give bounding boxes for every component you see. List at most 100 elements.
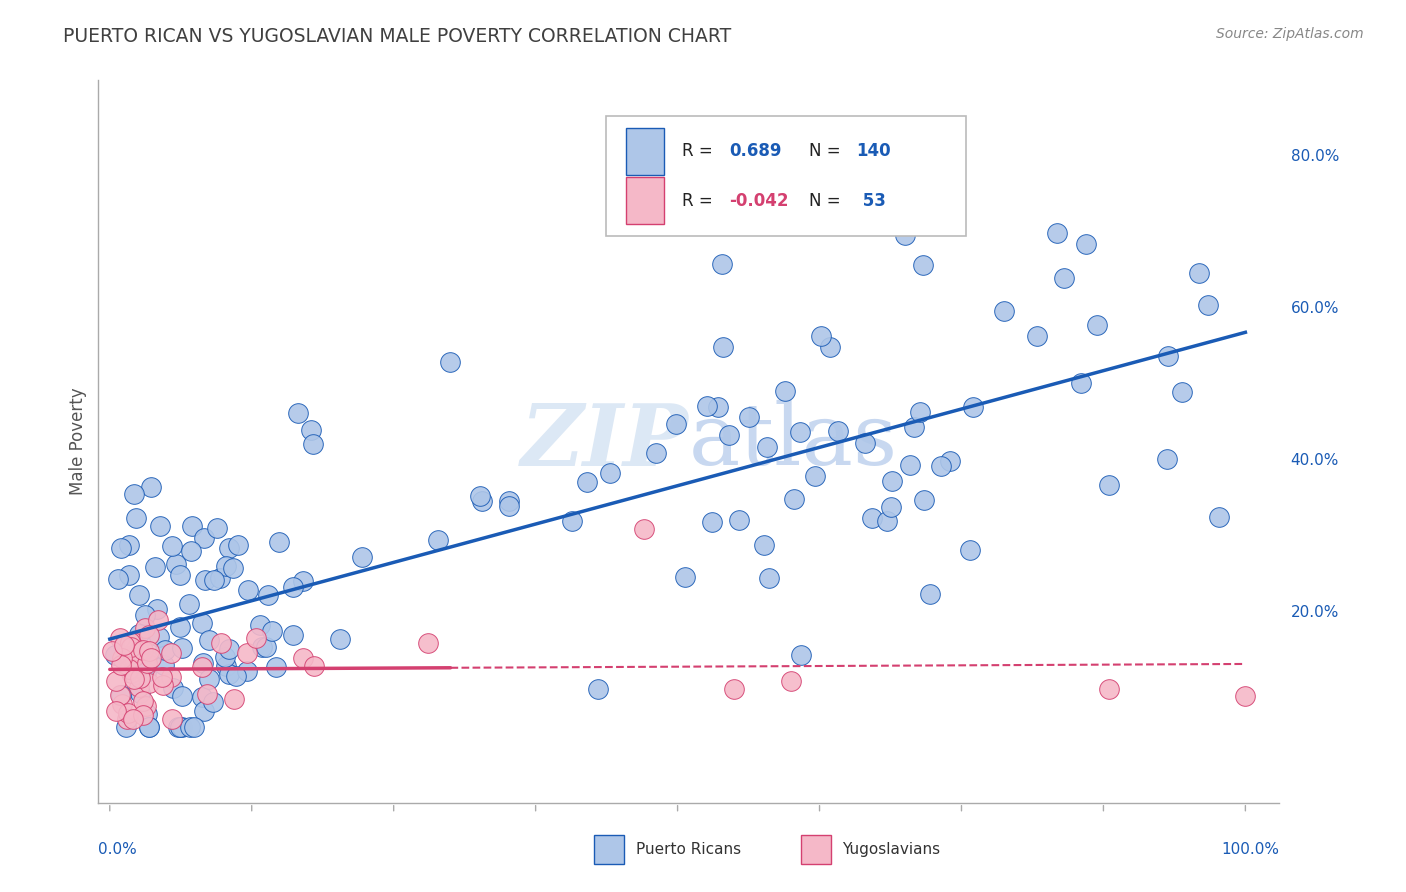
Point xyxy=(135,698,157,713)
Point xyxy=(145,602,167,616)
Point xyxy=(128,588,150,602)
Point xyxy=(664,417,686,431)
Text: 60.0%: 60.0% xyxy=(1291,301,1339,316)
Point xyxy=(218,642,240,657)
Point xyxy=(202,573,225,587)
Point xyxy=(291,651,314,665)
Text: 20.0%: 20.0% xyxy=(1291,605,1339,620)
FancyBboxPatch shape xyxy=(626,178,664,224)
Point xyxy=(136,706,159,721)
Text: 140: 140 xyxy=(856,143,891,161)
FancyBboxPatch shape xyxy=(626,128,664,175)
Point xyxy=(198,633,221,648)
Point xyxy=(111,697,134,711)
Point xyxy=(225,669,247,683)
Point xyxy=(738,410,761,425)
Point xyxy=(136,656,159,670)
Point xyxy=(1156,451,1178,466)
Point xyxy=(202,695,225,709)
Point xyxy=(138,628,160,642)
Point xyxy=(711,340,734,354)
Point xyxy=(775,384,797,398)
Point xyxy=(118,635,141,649)
Point xyxy=(245,632,267,646)
Point xyxy=(586,682,609,697)
Point xyxy=(218,667,240,681)
Point xyxy=(855,436,877,450)
Point xyxy=(134,607,156,622)
Point xyxy=(710,257,733,271)
Point xyxy=(894,228,917,243)
Point xyxy=(252,640,274,655)
Point xyxy=(120,665,142,680)
Point xyxy=(728,513,751,527)
Point xyxy=(238,582,260,597)
Point xyxy=(903,419,925,434)
FancyBboxPatch shape xyxy=(606,116,966,235)
Point xyxy=(561,514,583,528)
Point xyxy=(194,574,217,588)
Point xyxy=(107,572,129,586)
Point xyxy=(166,720,188,734)
Point xyxy=(169,620,191,634)
Point xyxy=(352,550,374,565)
Point xyxy=(215,559,238,574)
Point xyxy=(172,689,194,703)
Text: Yugoslavians: Yugoslavians xyxy=(842,842,941,857)
Point xyxy=(302,436,325,450)
Point xyxy=(141,480,163,494)
Point xyxy=(752,538,775,552)
Point xyxy=(1098,681,1121,696)
Point xyxy=(235,665,257,679)
Point xyxy=(110,657,132,672)
Point xyxy=(912,258,935,272)
Point xyxy=(108,688,131,702)
Point xyxy=(122,712,145,726)
Point xyxy=(179,597,201,611)
Point xyxy=(599,467,621,481)
Point xyxy=(131,708,153,723)
Point xyxy=(1157,349,1180,363)
Point xyxy=(148,630,170,644)
Text: atlas: atlas xyxy=(689,400,898,483)
Point xyxy=(818,341,841,355)
Point xyxy=(148,613,170,627)
Point xyxy=(139,650,162,665)
Point xyxy=(166,557,188,571)
Text: ZIP: ZIP xyxy=(522,400,689,483)
Point xyxy=(172,640,194,655)
Point xyxy=(124,511,146,525)
Point xyxy=(1085,318,1108,332)
Point xyxy=(281,581,304,595)
Point xyxy=(117,712,139,726)
Point xyxy=(114,720,136,734)
Point xyxy=(205,521,228,535)
Point xyxy=(124,487,146,501)
Point xyxy=(197,672,219,686)
Point xyxy=(1208,509,1230,524)
Point xyxy=(191,615,214,630)
Text: 0.0%: 0.0% xyxy=(98,842,138,856)
Point xyxy=(143,559,166,574)
Point xyxy=(302,659,325,673)
Point xyxy=(191,660,214,674)
Point xyxy=(1188,266,1211,280)
Point xyxy=(929,458,952,473)
Point xyxy=(193,656,215,670)
Point xyxy=(120,640,142,655)
Point xyxy=(696,400,718,414)
Point xyxy=(439,355,461,369)
Point xyxy=(118,538,141,552)
Text: -0.042: -0.042 xyxy=(730,192,789,210)
Point xyxy=(959,543,981,558)
Point xyxy=(912,493,935,508)
Text: Source: ZipAtlas.com: Source: ZipAtlas.com xyxy=(1216,27,1364,41)
Point xyxy=(112,639,135,653)
Point xyxy=(214,649,236,664)
Point xyxy=(135,665,157,679)
Point xyxy=(723,681,745,696)
Point xyxy=(138,720,160,734)
Point xyxy=(222,560,245,574)
Point xyxy=(118,567,141,582)
Point xyxy=(162,681,184,695)
